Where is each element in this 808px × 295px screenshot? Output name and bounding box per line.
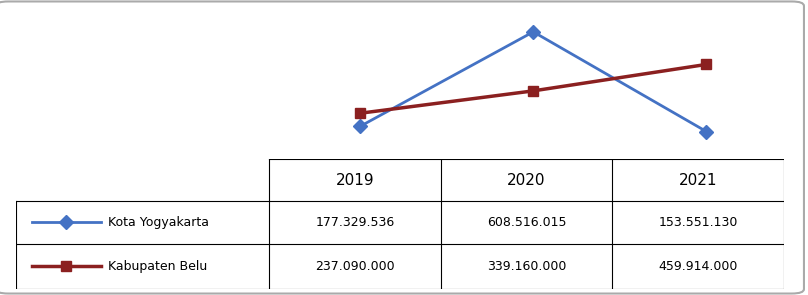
Text: 153.551.130: 153.551.130 (659, 216, 738, 229)
Text: Kabupaten Belu: Kabupaten Belu (108, 260, 208, 273)
Text: 2021: 2021 (679, 173, 718, 188)
Text: 177.329.536: 177.329.536 (316, 216, 395, 229)
Text: 2020: 2020 (507, 173, 546, 188)
Text: 237.090.000: 237.090.000 (315, 260, 395, 273)
Text: 459.914.000: 459.914.000 (659, 260, 738, 273)
Text: 2019: 2019 (336, 173, 374, 188)
Text: 608.516.015: 608.516.015 (487, 216, 566, 229)
Text: Kota Yogyakarta: Kota Yogyakarta (108, 216, 209, 229)
Text: 339.160.000: 339.160.000 (487, 260, 566, 273)
